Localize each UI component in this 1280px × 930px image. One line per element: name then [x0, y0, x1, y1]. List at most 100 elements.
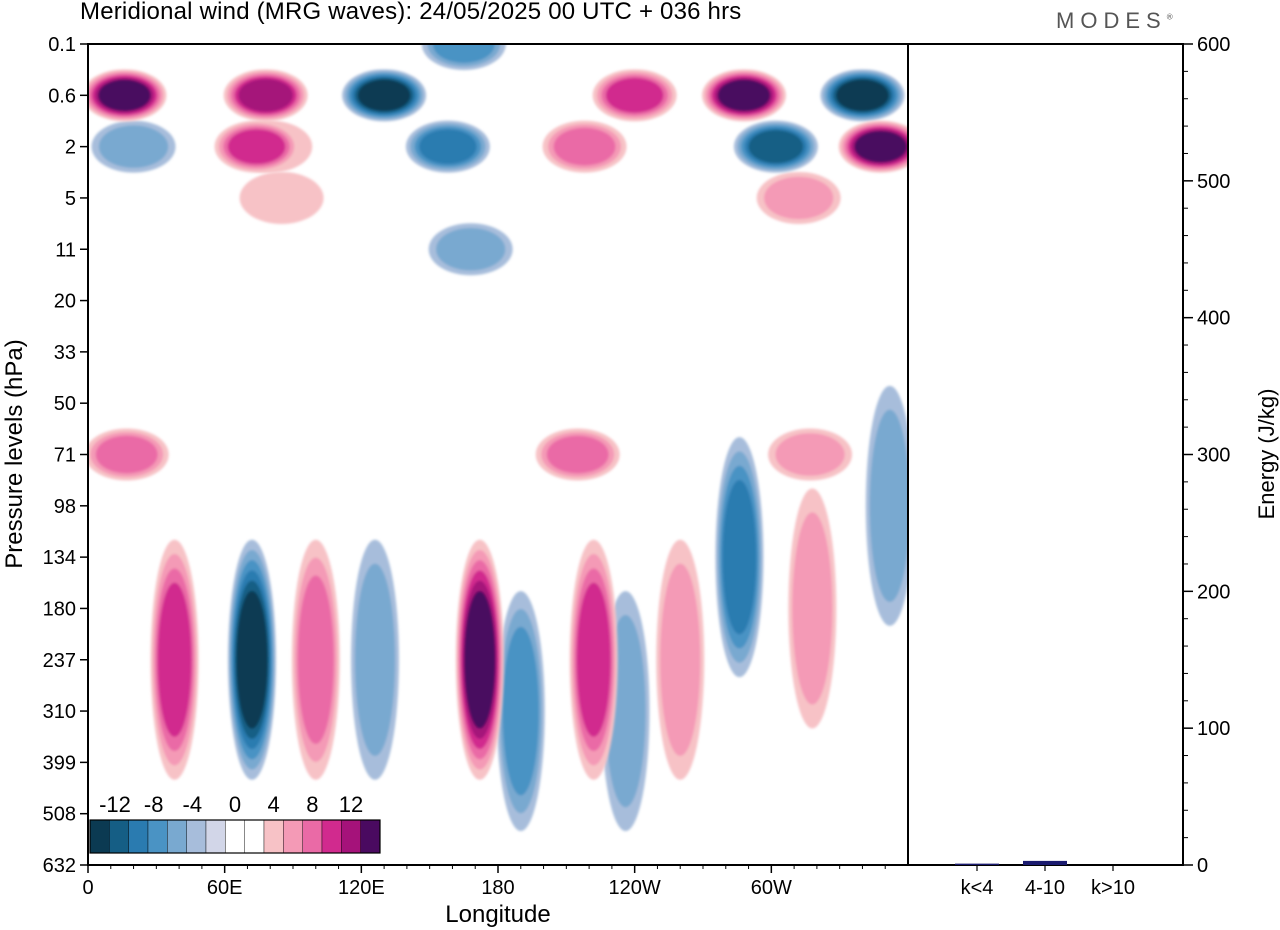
- colorbar-label: -4: [183, 792, 203, 817]
- contour-band: [236, 590, 268, 729]
- x-tick-label: 120W: [609, 877, 661, 899]
- wind-anomaly: [756, 171, 841, 224]
- colorbar-swatch: [167, 819, 187, 854]
- wind-anomaly: [542, 120, 627, 173]
- y-tick-label: 2: [65, 137, 76, 159]
- y-tick-label: 5: [65, 188, 76, 210]
- contour-band: [464, 590, 496, 729]
- brand-mark: ®: [1166, 12, 1173, 22]
- wind-anomaly: [405, 120, 490, 173]
- colorbar-label: -12: [99, 792, 131, 817]
- colorbar-swatch: [109, 819, 129, 854]
- colorbar-swatch: [225, 819, 245, 854]
- wind-anomaly: [535, 428, 620, 481]
- contour-band: [227, 129, 286, 165]
- chart-title: Meridional wind (MRG waves): 24/05/2025 …: [80, 0, 742, 25]
- contour-band: [357, 79, 411, 112]
- energy-y-tick-label: 100: [1197, 718, 1230, 740]
- wind-anomaly: [228, 539, 276, 780]
- wind-anomaly: [702, 69, 786, 122]
- y-tick-label: 508: [43, 804, 76, 826]
- energy-panel: k<4 4-10 k>10 0 100 200 300 400 500 600 Energy (…: [907, 34, 1279, 899]
- contour-band: [432, 44, 495, 63]
- y-tick-label: 632: [43, 855, 76, 877]
- colorbar-label: 8: [306, 792, 318, 817]
- wind-anomaly: [351, 539, 399, 780]
- contour-band: [775, 433, 845, 476]
- energy-bar: [955, 863, 999, 865]
- energy-frame: [907, 43, 1184, 866]
- x-tick-label: 120E: [338, 877, 385, 899]
- wind-anomaly: [223, 69, 308, 122]
- y-tick-label: 180: [43, 598, 76, 620]
- colorbar-swatch: [244, 819, 265, 854]
- contour-band: [546, 435, 609, 474]
- wind-anomaly: [239, 171, 324, 224]
- colorbar-swatch: [283, 819, 303, 854]
- energy-category-label: k>10: [1091, 877, 1135, 899]
- wind-anomaly: [820, 69, 905, 122]
- y-axis-label: Pressure levels (hPa): [1, 339, 28, 568]
- wind-anomaly: [569, 539, 618, 780]
- wind-anomaly: [455, 539, 504, 780]
- wind-anomaly: [733, 120, 818, 173]
- energy-y-tick-label: 200: [1197, 581, 1230, 603]
- wind-anomaly: [788, 488, 837, 729]
- contour-band: [836, 79, 889, 112]
- contour-band: [764, 176, 834, 220]
- contour-band: [297, 575, 334, 744]
- y-tick-label: 98: [54, 496, 76, 518]
- wind-anomaly: [496, 591, 545, 832]
- contour-band: [553, 127, 616, 166]
- contour-band: [98, 125, 169, 168]
- y-tick-label: 0.1: [48, 34, 76, 56]
- contour-band: [157, 582, 192, 737]
- contour-band: [502, 626, 539, 796]
- contour-band: [576, 582, 611, 737]
- energy-bars: k<4 4-10 k>10: [955, 860, 1135, 899]
- wind-anomaly: [715, 437, 764, 678]
- contour-band: [717, 79, 771, 112]
- contour-band: [792, 512, 833, 705]
- colorbar-swatch: [263, 819, 284, 854]
- contour-band: [854, 130, 907, 163]
- brand-logo: MODES®: [1056, 8, 1173, 34]
- heatmap-panel: 0 60E 120E 180 120W 60W 0.1 0.6 2 5 11 20 33 50 71 98 1…: [1, 34, 909, 928]
- wind-anomaly: [88, 69, 167, 122]
- x-tick-label: 60E: [207, 877, 243, 899]
- contour-band: [605, 77, 664, 113]
- energy-y-tick-label: 600: [1197, 34, 1230, 56]
- colorbar-swatch: [89, 819, 110, 854]
- colorbar-swatch: [321, 819, 342, 854]
- y-tick-label: 33: [54, 342, 76, 364]
- y-tick-label: 0.6: [48, 85, 76, 107]
- contour-band: [419, 129, 477, 165]
- contour-band: [354, 563, 396, 756]
- wind-anomaly: [342, 69, 427, 122]
- wind-anomaly: [865, 385, 908, 626]
- colorbar-swatch: [360, 819, 381, 854]
- x-tick-label: 180: [481, 877, 514, 899]
- x-tick-label: 0: [82, 877, 93, 899]
- x-axis-label: Longitude: [445, 901, 550, 928]
- y-tick-label: 310: [43, 701, 76, 723]
- colorbar-label: 12: [339, 792, 363, 817]
- contour-band: [238, 78, 293, 112]
- colorbar-swatch: [341, 819, 361, 854]
- brand-text: MODES: [1056, 8, 1167, 33]
- colorbar-swatch: [186, 819, 207, 854]
- contour-band: [239, 171, 324, 224]
- x-axis: 0 60E 120E 180 120W 60W: [82, 865, 886, 899]
- wind-anomaly: [592, 69, 677, 122]
- colorbar-swatch: [128, 819, 149, 854]
- colorbar: -12 -8 -4 0 4 8 12: [89, 792, 381, 854]
- wind-anomaly: [428, 223, 513, 276]
- y-tick-label: 71: [54, 445, 76, 467]
- wind-anomaly: [291, 539, 340, 780]
- wind-anomaly: [214, 120, 299, 173]
- contour-band: [722, 480, 757, 635]
- wind-anomaly: [768, 428, 853, 481]
- y-tick-label: 11: [55, 239, 76, 261]
- wind-field: [88, 44, 908, 832]
